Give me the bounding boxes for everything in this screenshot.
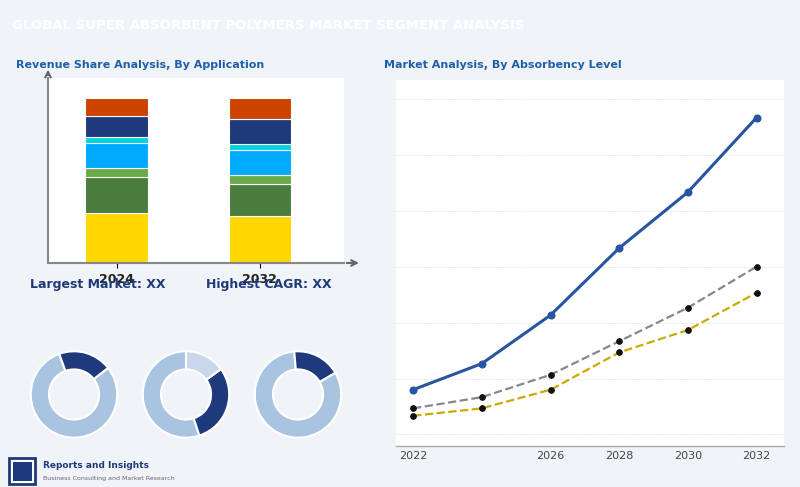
Bar (86, 143, 148, 168)
Text: Reports and Insights: Reports and Insights (42, 461, 149, 470)
Text: Revenue Share Analysis, By Application: Revenue Share Analysis, By Application (16, 59, 264, 70)
Bar (86, 177, 148, 213)
Wedge shape (186, 351, 221, 380)
Wedge shape (294, 351, 335, 382)
Bar (13, 462, 31, 481)
Bar (229, 98, 291, 119)
Bar (86, 168, 148, 177)
Bar (10, 458, 35, 485)
Bar (229, 175, 291, 184)
Bar (86, 116, 148, 137)
Wedge shape (143, 351, 199, 438)
Text: Market Analysis, By Absorbency Level: Market Analysis, By Absorbency Level (384, 59, 622, 70)
Bar (229, 216, 291, 263)
Text: Business Consulting and Market Research: Business Consulting and Market Research (42, 476, 174, 481)
Bar (229, 150, 291, 175)
Wedge shape (59, 351, 108, 379)
Bar (86, 137, 148, 143)
Bar (229, 119, 291, 145)
Bar (86, 98, 148, 116)
Text: GLOBAL SUPER ABSORBENT POLYMERS MARKET SEGMENT ANALYSIS: GLOBAL SUPER ABSORBENT POLYMERS MARKET S… (12, 19, 525, 32)
Bar (86, 213, 148, 263)
Wedge shape (31, 354, 117, 438)
Bar (229, 184, 291, 216)
Bar (229, 145, 291, 150)
Wedge shape (194, 369, 229, 435)
Text: Highest CAGR: XX: Highest CAGR: XX (206, 279, 332, 291)
Wedge shape (255, 352, 341, 438)
Text: Largest Market: XX: Largest Market: XX (30, 279, 166, 291)
